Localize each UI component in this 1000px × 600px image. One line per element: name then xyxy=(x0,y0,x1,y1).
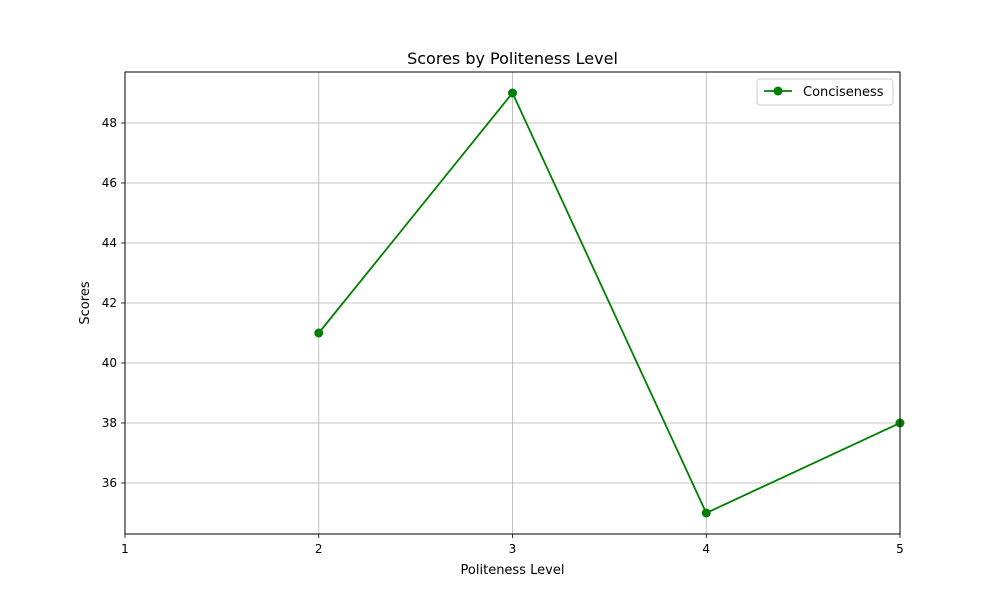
chart-title: Scores by Politeness Level xyxy=(407,49,618,68)
legend-label-conciseness: Conciseness xyxy=(803,85,884,100)
x-tick-label: 4 xyxy=(702,542,710,556)
x-axis-label: Politeness Level xyxy=(461,563,565,578)
y-tick-label: 44 xyxy=(102,236,117,250)
legend-marker-conciseness xyxy=(773,86,783,96)
data-point xyxy=(701,508,711,518)
y-tick-label: 36 xyxy=(102,476,117,490)
x-tick-label: 1 xyxy=(121,542,129,556)
y-tick-label: 40 xyxy=(102,356,117,370)
x-tick-label: 5 xyxy=(896,542,904,556)
legend: Conciseness xyxy=(756,78,894,106)
grid xyxy=(124,72,901,534)
y-tick-label: 46 xyxy=(102,176,117,190)
series-line-conciseness xyxy=(318,92,901,514)
y-tick-label: 48 xyxy=(102,116,117,130)
data-point xyxy=(314,328,324,338)
data-point xyxy=(508,88,517,98)
x-tick-label: 2 xyxy=(315,542,323,556)
ticks: 1 2 3 4 5 36 38 40 42 44 46 48 xyxy=(102,116,904,556)
legend-box xyxy=(756,78,894,106)
x-tick-label: 3 xyxy=(509,542,517,556)
y-axis-label: Scores xyxy=(78,281,93,324)
y-tick-label: 42 xyxy=(102,296,117,310)
y-tick-label: 38 xyxy=(102,416,117,430)
